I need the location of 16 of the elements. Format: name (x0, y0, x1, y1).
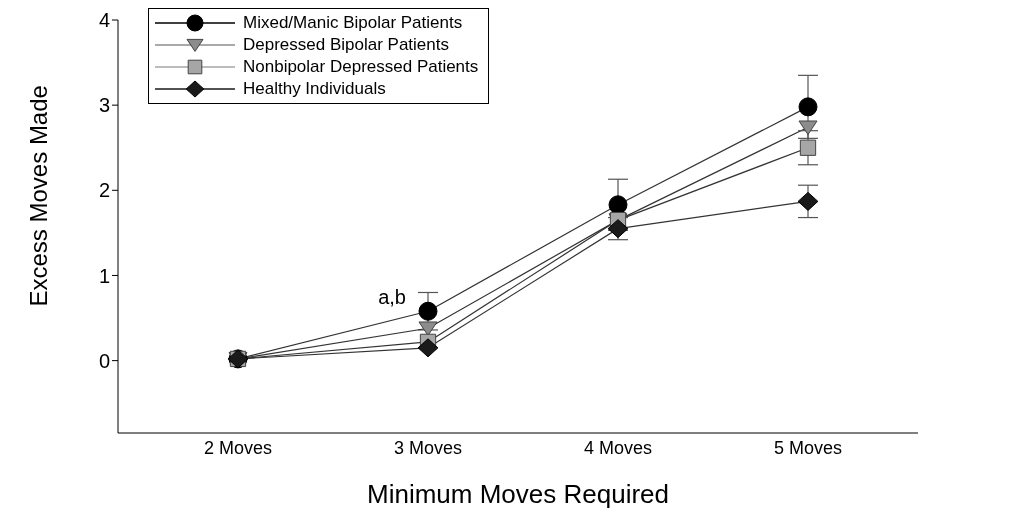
legend-label: Nonbipolar Depressed Patients (243, 57, 479, 77)
y-tick-label: 1 (98, 264, 110, 287)
y-tick-label: 0 (98, 349, 110, 372)
legend-label: Mixed/Manic Bipolar Patients (243, 13, 463, 33)
x-tick-label: 5 Moves (773, 437, 843, 458)
x-tick-label: 4 Moves (583, 437, 653, 458)
legend-label: Depressed Bipolar Patients (243, 35, 450, 55)
annotation: a,b (378, 286, 406, 309)
y-tick-label: 2 (98, 179, 110, 202)
y-tick-label: 3 (98, 94, 110, 117)
legend-label: Healthy Individuals (243, 79, 386, 99)
x-axis-title: Minimum Moves Required (367, 479, 669, 509)
y-tick-label: 4 (98, 9, 110, 32)
y-axis-title: Excess Moves Made (24, 85, 52, 307)
x-tick-label: 2 Moves (203, 437, 273, 458)
x-tick-label: 3 Moves (393, 437, 463, 458)
